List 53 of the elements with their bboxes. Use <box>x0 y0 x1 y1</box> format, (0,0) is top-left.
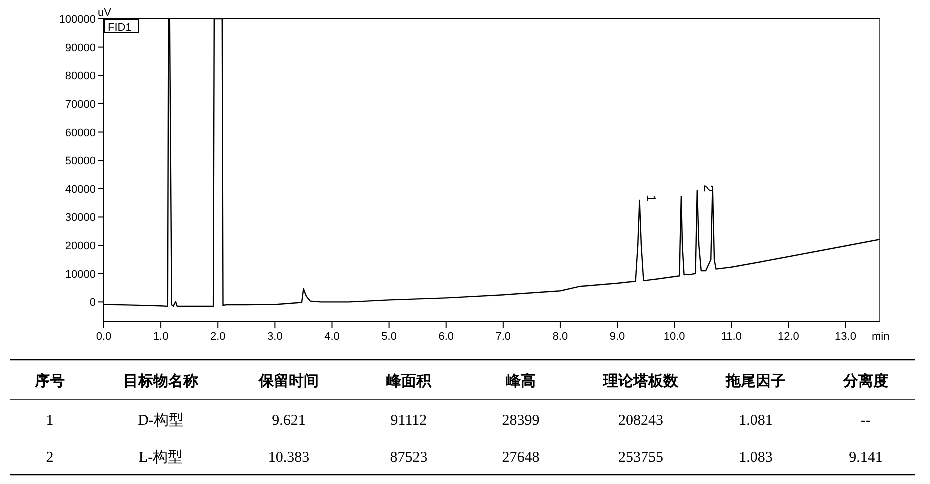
x-tick-label: 5.0 <box>382 331 397 343</box>
annotation: 1 <box>644 194 659 202</box>
text: L-构型 <box>138 449 184 466</box>
text: 87523 <box>390 450 428 466</box>
y-tick-label: 30000 <box>65 212 96 224</box>
text: -- <box>861 413 871 429</box>
text: 253755 <box>618 450 664 466</box>
text: 序号 <box>34 372 65 390</box>
x-axis-title: min <box>872 331 890 343</box>
x-tick-label: 12.0 <box>778 331 800 343</box>
x-tick-label: 2.0 <box>210 331 226 343</box>
text: 208243 <box>618 413 664 429</box>
text: 10.383 <box>268 450 310 466</box>
text: 峰面积 <box>386 373 432 390</box>
y-tick-label: 0 <box>90 297 96 310</box>
y-tick-label: 50000 <box>65 156 96 168</box>
x-tick-label: 7.0 <box>496 331 512 343</box>
text: 分离度 <box>842 372 888 390</box>
text: 27648 <box>502 450 540 466</box>
text: 1 <box>46 413 54 429</box>
x-tick-label: 11.0 <box>721 331 742 343</box>
x-tick-label: 13.0 <box>835 331 856 343</box>
x-tick-label: 3.0 <box>268 331 283 343</box>
y-tick-label: 20000 <box>65 240 96 253</box>
y-tick-label: 100000 <box>59 14 96 26</box>
y-tick-label: 40000 <box>65 184 96 196</box>
x-tick-label: 9.0 <box>610 331 626 343</box>
text: 1.081 <box>739 413 773 429</box>
text: 峰高 <box>506 372 536 390</box>
text: 保留时间 <box>258 373 319 390</box>
x-tick-label: 0.0 <box>96 331 112 343</box>
x-tick-label: 6.0 <box>438 331 454 343</box>
text: 拖尾因子 <box>725 373 786 390</box>
y-tick-label: 60000 <box>65 127 96 140</box>
y-tick-label: 90000 <box>65 42 96 54</box>
x-tick-label: 1.0 <box>153 331 169 343</box>
text: 2 <box>46 450 54 466</box>
x-tick-label: 10.0 <box>664 331 686 343</box>
text: 目标物名称 <box>124 373 200 390</box>
text: 理论塔板数 <box>602 373 680 390</box>
y-tick-label: 70000 <box>65 98 96 111</box>
text: 9.141 <box>849 450 883 466</box>
text: 9.621 <box>272 413 306 429</box>
y-tick-label: 10000 <box>65 268 96 281</box>
y-axis-title: uV <box>98 7 112 19</box>
text: 91112 <box>390 413 428 429</box>
y-tick-label: 80000 <box>65 70 96 83</box>
text: D-构型 <box>138 412 184 429</box>
x-tick-label: 8.0 <box>552 331 568 343</box>
text: FID1 <box>108 22 132 34</box>
x-tick-label: 4.0 <box>324 331 340 343</box>
text: 28399 <box>502 413 540 429</box>
text: 1.083 <box>739 450 773 466</box>
